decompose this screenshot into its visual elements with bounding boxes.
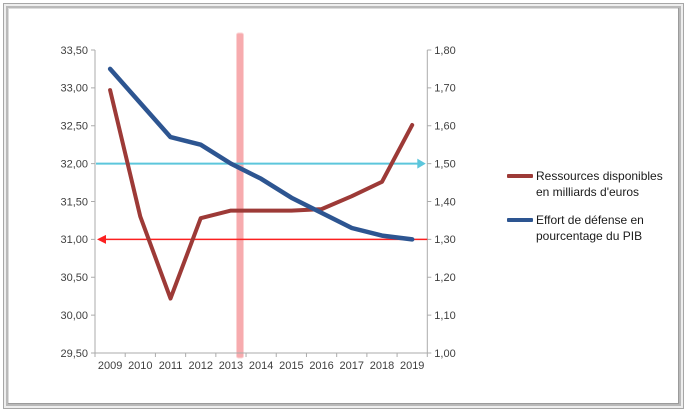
x-axis-category-label: 2012 bbox=[188, 360, 212, 372]
legend-swatch-effort-icon bbox=[507, 218, 533, 222]
x-axis-category-label: 2015 bbox=[279, 360, 303, 372]
right-axis-tick-label: 1,00 bbox=[434, 348, 455, 360]
x-axis-category-label: 2011 bbox=[159, 360, 183, 372]
right-axis-tick-label: 1,40 bbox=[434, 196, 455, 208]
right-axis-tick-label: 1,30 bbox=[434, 234, 455, 246]
red-floor-arrow-line bbox=[97, 234, 428, 244]
right-axis-tick-label: 1,70 bbox=[434, 83, 455, 95]
x-axis-category-label: 2016 bbox=[309, 360, 333, 372]
right-axis-tick-label: 1,50 bbox=[434, 158, 455, 170]
left-axis-tick-label: 32,50 bbox=[60, 121, 88, 133]
x-axis-category-label: 2018 bbox=[370, 360, 394, 372]
left-axis-tick-label: 33,00 bbox=[60, 83, 88, 95]
x-axis-category-label: 2017 bbox=[340, 360, 364, 372]
legend-entry-ressources: Ressources disponibles en milliards d'eu… bbox=[507, 168, 672, 200]
left-axis-tick-label: 30,00 bbox=[60, 310, 88, 322]
right-axis-tick-label: 1,10 bbox=[434, 310, 455, 322]
legend-entry-effort: Effort de défense en pourcentage du PIB bbox=[507, 212, 672, 244]
left-axis-tick-label: 32,00 bbox=[60, 158, 88, 170]
right-axis-tick-label: 1,20 bbox=[434, 272, 455, 284]
x-axis-category-label: 2010 bbox=[128, 360, 152, 372]
legend-label-line1: Ressources disponibles bbox=[536, 169, 663, 183]
axes: 33,50 33,00 32,50 32,00 31,50 31,00 30,50 30,00… bbox=[60, 45, 455, 372]
right-axis-tick-label: 1,60 bbox=[434, 121, 455, 133]
x-axis-category-label: 2009 bbox=[98, 360, 122, 372]
legend-label-ressources: Ressources disponibles en milliards d'eu… bbox=[536, 168, 663, 200]
x-axis-category-label: 2014 bbox=[249, 360, 273, 372]
x-axis-category-label: 2013 bbox=[219, 360, 243, 372]
legend-label-line2: en milliards d'euros bbox=[536, 185, 640, 199]
legend-label-line2: pourcentage du PIB bbox=[536, 229, 643, 243]
right-axis-tick-label: 1,80 bbox=[434, 45, 455, 57]
legend-label-line1: Effort de défense en bbox=[536, 213, 644, 227]
series-line-effort bbox=[107, 66, 415, 242]
left-axis-tick-label: 33,50 bbox=[60, 45, 88, 57]
left-axis-tick-label: 31,50 bbox=[60, 196, 88, 208]
legend-swatch-ressources-icon bbox=[507, 174, 533, 178]
pink-vertical-band-2013 bbox=[236, 32, 245, 359]
left-arrowhead-icon bbox=[97, 234, 106, 244]
left-axis-tick-label: 30,50 bbox=[60, 272, 88, 284]
chart-legend: Ressources disponibles en milliards d'eu… bbox=[507, 168, 672, 256]
teal-target-arrow-line bbox=[96, 158, 426, 169]
left-axis-tick-label: 29,50 bbox=[60, 348, 88, 360]
right-arrowhead-icon bbox=[417, 158, 426, 169]
series-line-ressources bbox=[108, 88, 415, 301]
legend-label-effort: Effort de défense en pourcentage du PIB bbox=[536, 212, 644, 244]
left-axis-tick-label: 31,00 bbox=[60, 234, 88, 246]
x-axis-category-label: 2019 bbox=[400, 360, 424, 372]
